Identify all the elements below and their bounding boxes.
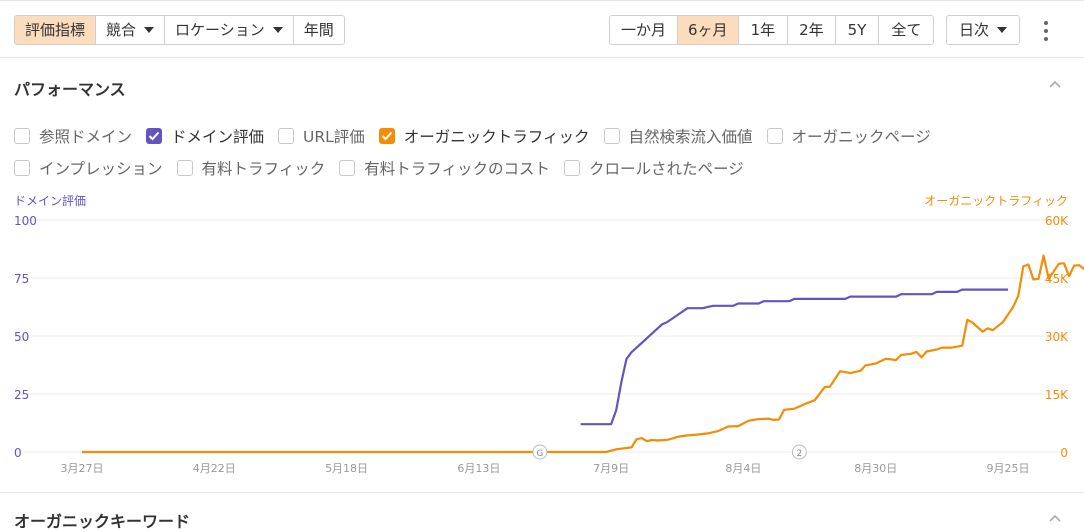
metric-checkbox-label: 有料トラフィック: [201, 160, 326, 178]
series-line: [82, 254, 1084, 454]
location-label: ロケーション: [175, 21, 265, 39]
metric-checkbox[interactable]: ドメイン評価: [146, 125, 264, 147]
annotation-marker: [791, 444, 807, 460]
tab-yearly-label: 年間: [303, 21, 334, 39]
metric-checkbox[interactable]: クロールされたページ: [563, 157, 744, 179]
range-all-button[interactable]: 全て: [879, 16, 934, 44]
x-tick-label: 7月9日: [593, 462, 629, 475]
tab-yearly[interactable]: 年間: [293, 16, 344, 44]
metric-checkbox[interactable]: URL評価: [278, 125, 365, 147]
tab-metrics-label: 評価指標: [25, 21, 86, 39]
annotation-marker-label: 2: [797, 449, 803, 459]
range-1y-label: 1年: [750, 21, 776, 39]
section-title: パフォーマンス: [14, 80, 126, 99]
metric-checkbox-label: URL評価: [303, 128, 365, 146]
checkbox-empty-icon[interactable]: [176, 160, 193, 176]
checkbox-checked-icon[interactable]: [378, 128, 395, 144]
x-tick-label: 6月13日: [457, 462, 500, 475]
interval-dropdown[interactable]: 日次: [947, 16, 1020, 44]
range-5y-label: 5Y: [847, 21, 867, 39]
metric-checkbox[interactable]: インプレッション: [14, 157, 163, 179]
checkbox-empty-icon[interactable]: [339, 160, 356, 176]
annotation-marker: [532, 444, 548, 460]
x-tick-label: 9月25日: [987, 462, 1030, 475]
range-group: 一か月 6ヶ月 1年 2年 5Y 全て: [609, 15, 935, 45]
tab-metrics[interactable]: 評価指標: [15, 16, 97, 44]
metric-row-1: 参照ドメイン ドメイン評価 URL評価 オーガニックトラフィック 自然検索流入価値 オーガ…: [14, 120, 1074, 152]
right-axis-title: オーガニックトラフィック: [924, 194, 1068, 208]
metric-checkbox-label: インプレッション: [39, 160, 163, 178]
metric-checkboxes: 参照ドメイン ドメイン評価 URL評価 オーガニックトラフィック 自然検索流入価値 オーガ…: [14, 120, 1074, 184]
location-dropdown[interactable]: ロケーション: [165, 16, 294, 44]
annotation-marker-label: G: [536, 449, 543, 459]
range-6m-label: 6ヶ月: [688, 21, 728, 39]
metric-checkbox[interactable]: オーガニックページ: [766, 125, 931, 147]
x-tick-label: 3月27日: [61, 462, 104, 475]
y-tick-left: 25: [14, 388, 29, 402]
y-tick-left: 75: [14, 272, 29, 286]
metric-checkbox[interactable]: 有料トラフィック: [176, 157, 326, 179]
y-tick-left: 0: [14, 446, 22, 460]
left-axis-title: ドメイン評価: [14, 194, 87, 208]
checkbox-empty-icon[interactable]: [278, 128, 295, 144]
metric-checkbox-label: 有料トラフィックのコスト: [364, 160, 550, 178]
metric-checkbox-label: クロールされたページ: [588, 160, 744, 178]
metric-checkbox[interactable]: 有料トラフィックのコスト: [339, 157, 550, 179]
toolbar: 評価指標 競合 ロケーション 年間 一か月 6ヶ月 1年 2年 5Y 全て 日次: [0, 0, 1084, 58]
range-2y-label: 2年: [799, 21, 824, 39]
range-2y-button[interactable]: 2年: [788, 16, 836, 44]
metric-checkbox-label: オーガニックページ: [791, 128, 931, 146]
y-tick-left: 50: [14, 330, 29, 344]
x-tick-label: 8月30日: [854, 462, 897, 475]
competitors-dropdown[interactable]: 競合: [96, 16, 166, 44]
chevron-up-icon[interactable]: [1049, 80, 1061, 88]
range-6m-button[interactable]: 6ヶ月: [678, 16, 739, 44]
interval-dropdown-wrap: 日次: [946, 15, 1021, 45]
section-divider: [0, 492, 1084, 493]
metric-checkbox-label: 参照ドメイン: [39, 128, 133, 146]
metric-checkbox[interactable]: オーガニックトラフィック: [378, 125, 590, 147]
range-1y-button[interactable]: 1年: [738, 16, 789, 44]
caret-down-icon: [997, 27, 1008, 33]
metric-row-2: インプレッション 有料トラフィック 有料トラフィックのコスト クロールされたページ: [14, 152, 1074, 184]
y-tick-right: 30K: [1045, 330, 1069, 344]
metric-checkbox-label: オーガニックトラフィック: [403, 128, 590, 146]
y-tick-right: 15K: [1045, 388, 1069, 402]
x-tick-label: 4月22日: [193, 462, 236, 475]
y-tick-right: 0: [1060, 446, 1068, 460]
competitors-label: 競合: [106, 21, 137, 39]
metric-checkbox-label: 自然検索流入価値: [628, 128, 753, 146]
kebab-vertical-icon[interactable]: [1041, 21, 1051, 41]
checkbox-empty-icon[interactable]: [14, 128, 30, 144]
range-all-label: 全て: [891, 21, 922, 39]
x-tick-label: 5月18日: [325, 462, 368, 475]
checkbox-empty-icon[interactable]: [603, 128, 620, 144]
checkbox-empty-icon[interactable]: [14, 160, 30, 176]
metric-checkbox[interactable]: 自然検索流入価値: [603, 125, 753, 147]
checkbox-empty-icon[interactable]: [563, 160, 580, 176]
y-tick-left: 100: [14, 214, 37, 228]
chevron-up-icon[interactable]: [1049, 514, 1061, 522]
checkbox-empty-icon[interactable]: [766, 128, 783, 144]
checkbox-checked-icon[interactable]: [146, 128, 163, 144]
next-section-title: オーガニックキーワード: [14, 512, 191, 531]
caret-down-icon: [272, 27, 283, 33]
range-1m-label: 一か月: [621, 21, 667, 39]
x-tick-label: 8月4日: [725, 462, 761, 475]
caret-down-icon: [144, 27, 155, 33]
range-1m-button[interactable]: 一か月: [610, 16, 679, 44]
metric-checkbox-label: ドメイン評価: [171, 128, 265, 146]
y-tick-right: 60K: [1045, 214, 1069, 228]
range-5y-button[interactable]: 5Y: [835, 16, 880, 44]
series-line: [580, 288, 1008, 426]
interval-label: 日次: [959, 21, 990, 39]
metric-view-group: 評価指標 競合 ロケーション 年間: [14, 15, 345, 45]
metric-checkbox[interactable]: 参照ドメイン: [14, 125, 132, 147]
